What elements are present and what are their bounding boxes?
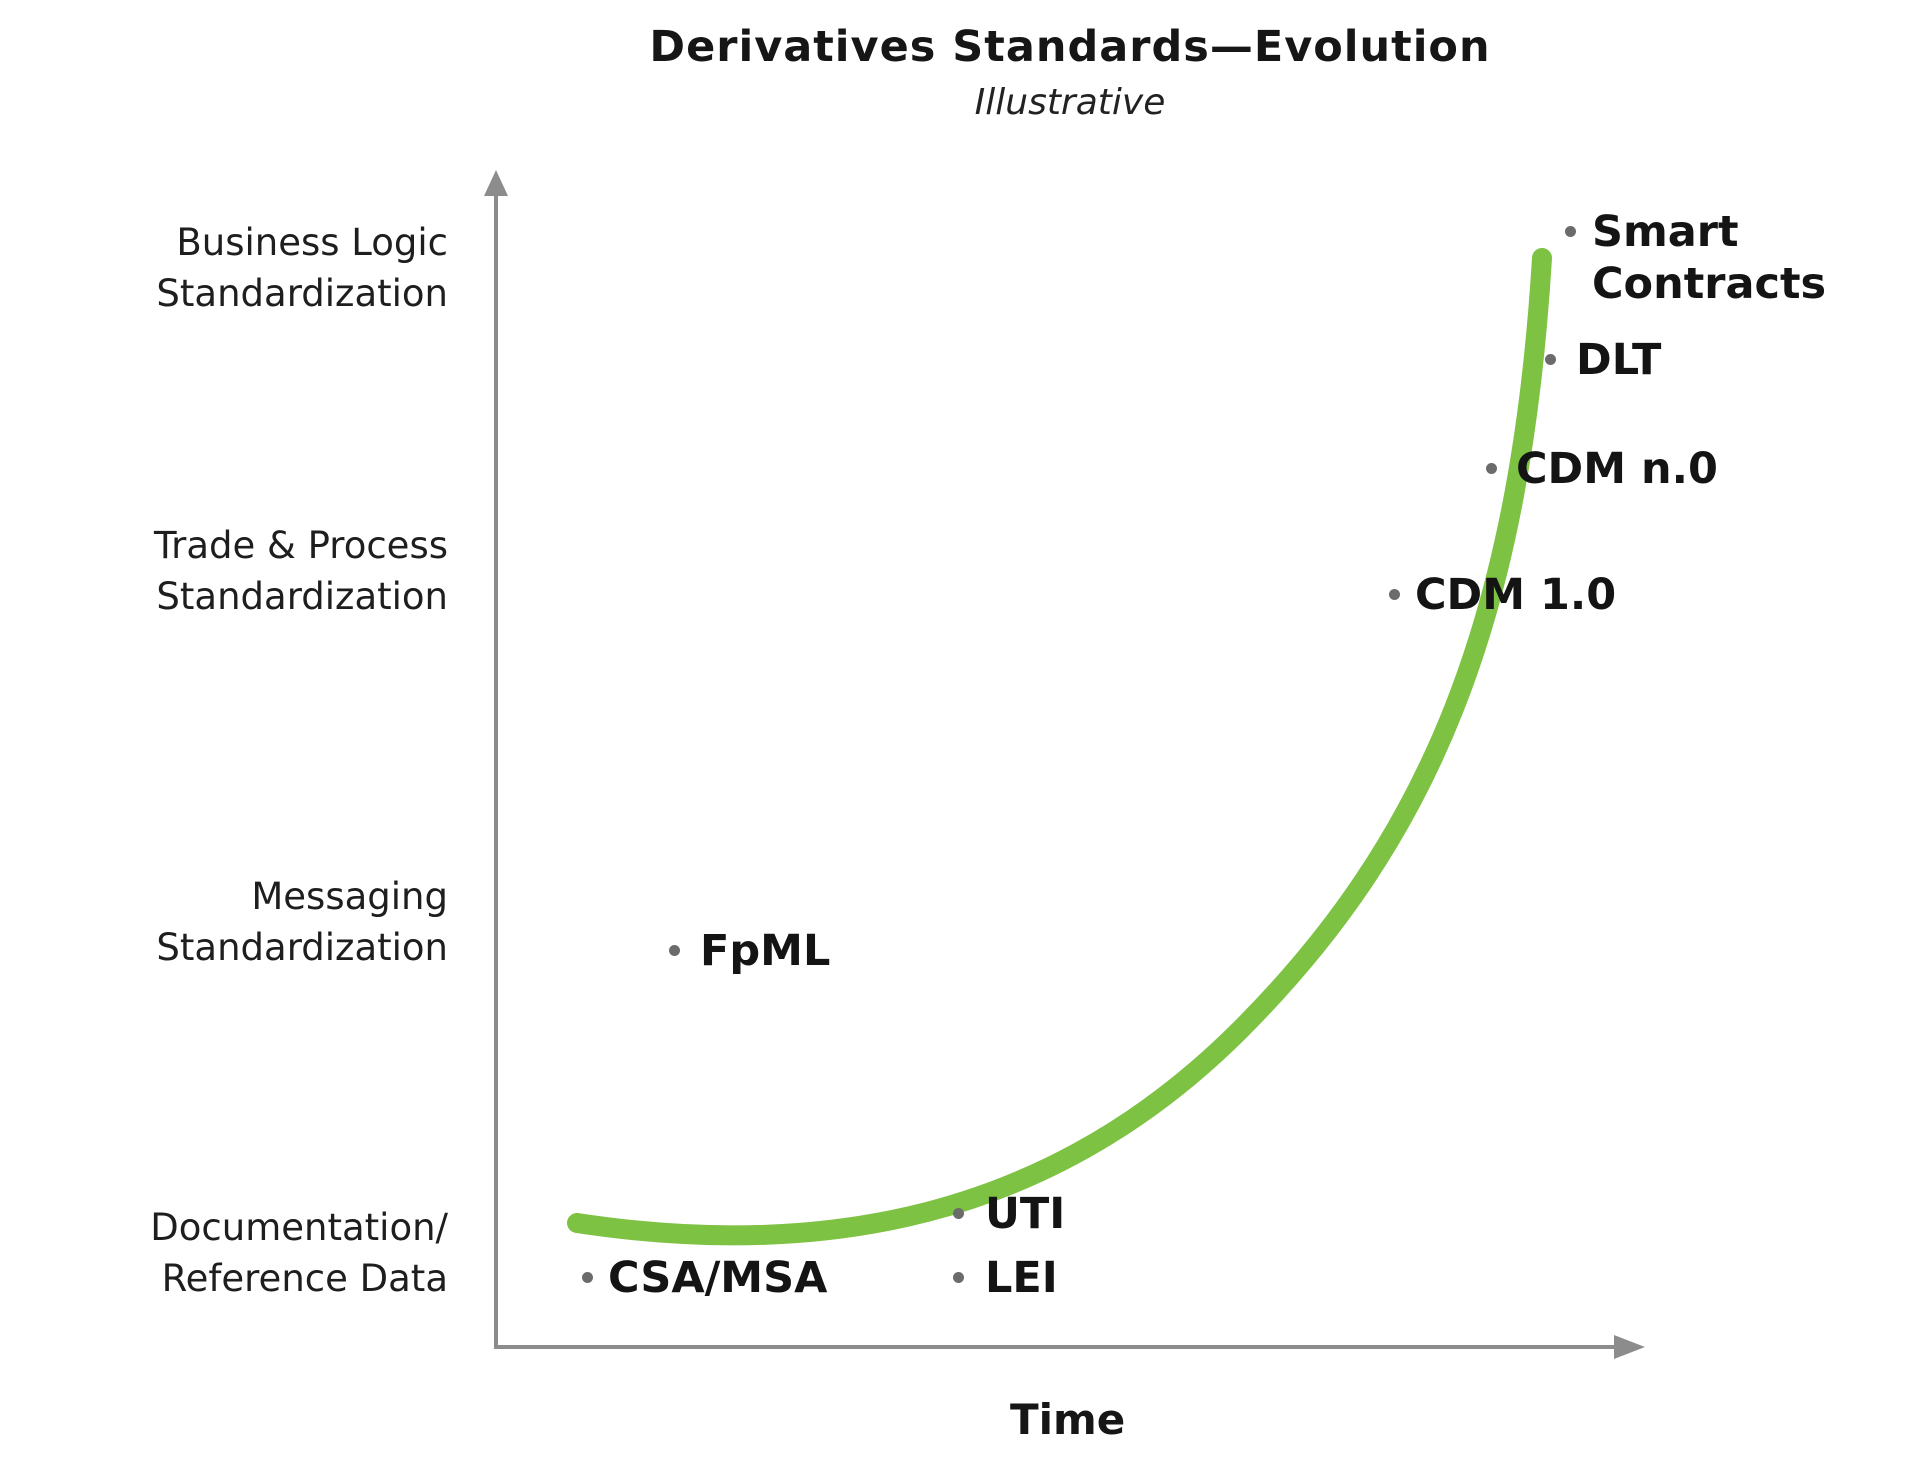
item-dot-fpml: [669, 945, 680, 956]
item-lei: LEI: [985, 1253, 1058, 1303]
item-line1: Smart: [1592, 207, 1739, 257]
item-dot-cdm-1: [1389, 589, 1400, 600]
item-dot-smart-contracts: [1565, 226, 1576, 237]
y-level-line2: Standardization: [156, 575, 448, 618]
y-level-business-logic: Business Logic Standardization: [156, 217, 448, 319]
item-fpml: FpML: [700, 926, 831, 976]
diagram-subtitle: Illustrative: [974, 82, 1166, 123]
item-dlt: DLT: [1576, 335, 1662, 385]
item-dot-uti: [953, 1208, 964, 1219]
x-axis-label: Time: [1010, 1395, 1126, 1444]
item-csa-msa: CSA/MSA: [608, 1253, 828, 1303]
y-level-line1: Messaging: [251, 875, 448, 918]
y-axis-arrowhead: [484, 170, 508, 196]
y-level-line2: Standardization: [156, 926, 448, 969]
y-level-messaging: Messaging Standardization: [156, 871, 448, 973]
evolution-curve: [567, 248, 1552, 1246]
item-line2: Contracts: [1592, 259, 1827, 309]
x-axis-arrowhead: [1614, 1335, 1645, 1359]
item-dot-dlt: [1545, 354, 1556, 365]
item-smart-contracts: Smart Contracts: [1592, 206, 1826, 310]
item-cdm-1: CDM 1.0: [1415, 570, 1617, 620]
y-level-line1: Trade & Process: [153, 524, 448, 567]
item-dot-lei: [953, 1272, 964, 1283]
y-level-line1: Documentation/: [150, 1206, 448, 1249]
y-level-line1: Business Logic: [176, 221, 448, 264]
item-dot-cdm-n0: [1486, 463, 1497, 474]
item-cdm-n0: CDM n.0: [1516, 444, 1718, 494]
y-level-line2: Reference Data: [161, 1257, 448, 1300]
item-dot-csa-msa: [582, 1272, 593, 1283]
y-level-trade-process: Trade & Process Standardization: [154, 520, 448, 622]
item-uti: UTI: [985, 1189, 1066, 1239]
diagram-title: Derivatives Standards—Evolution: [649, 22, 1491, 72]
y-level-line2: Standardization: [156, 272, 448, 315]
y-level-documentation: Documentation/ Reference Data: [150, 1202, 448, 1304]
